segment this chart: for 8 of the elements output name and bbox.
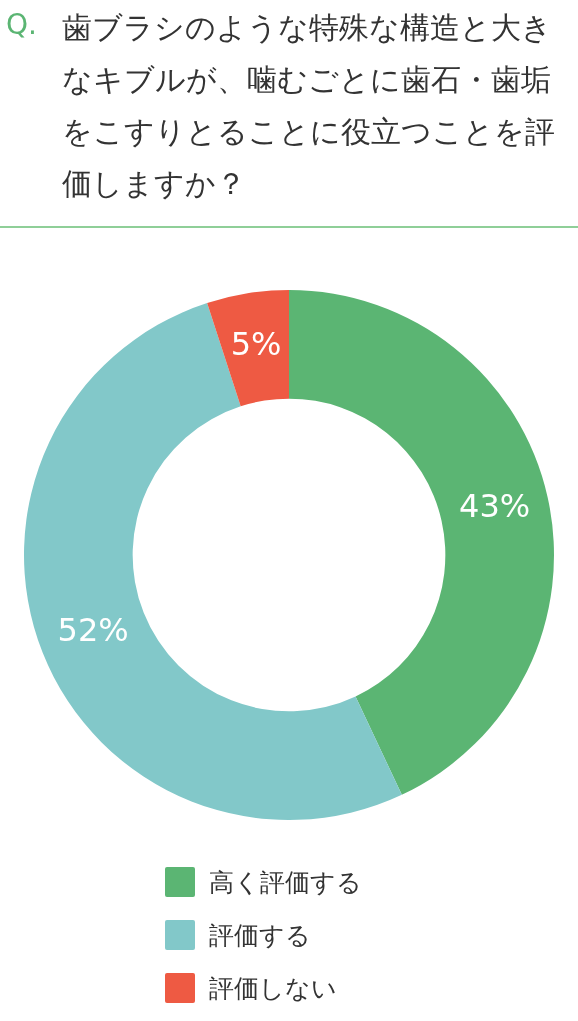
data-label: 43%: [459, 487, 531, 526]
legend-label: 評価しない: [209, 972, 337, 1005]
legend-label: 高く評価する: [209, 866, 362, 899]
text: Q.: [6, 8, 37, 41]
legend-label: 評価する: [209, 919, 311, 952]
data-label: 5%: [230, 325, 282, 364]
chart-title: 歯ブラシのような特殊な構造と大きなキブルが、噛むごとに歯石・歯垢をこすりとることに役立つことを評価しますか？: [62, 9, 556, 203]
data-label: 52%: [57, 610, 129, 649]
